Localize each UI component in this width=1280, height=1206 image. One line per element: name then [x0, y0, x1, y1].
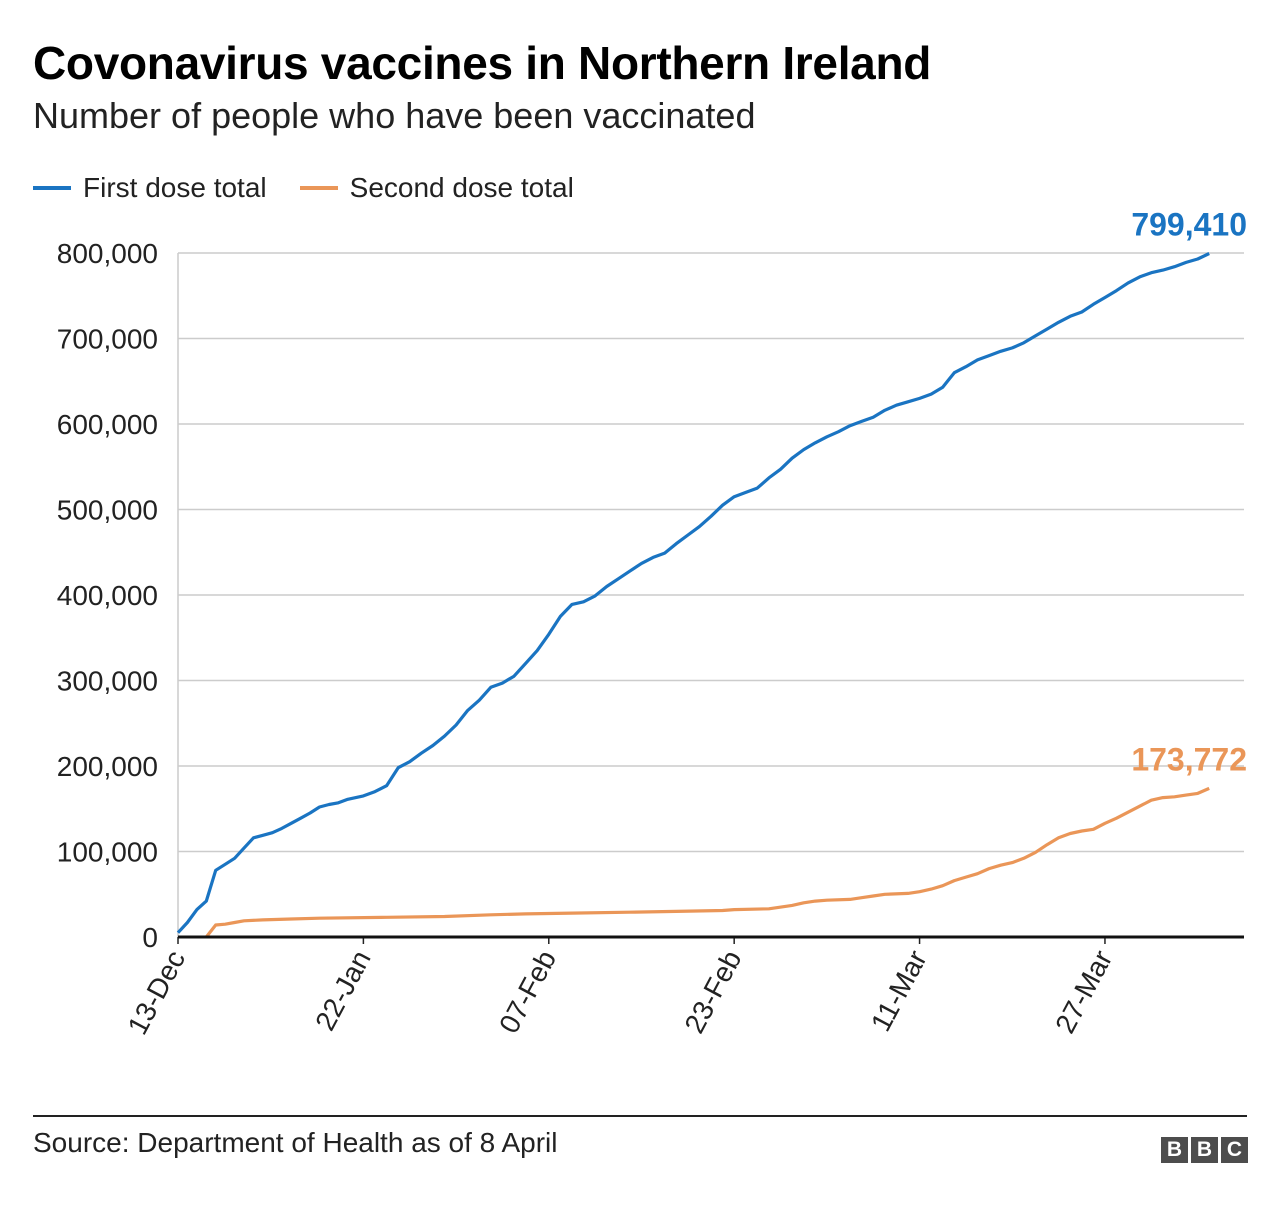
bbc-logo: B B C [1158, 1137, 1248, 1163]
line-chart: 0 100,000 200,000 300,000 400,000 500,000 600,… [57, 207, 1247, 1040]
x-tick-label: 27-Mar [1049, 945, 1118, 1038]
series-line-second-dose [205, 786, 1210, 938]
chart-title: Covonavirus vaccines in Northern Ireland [33, 37, 932, 89]
chart-subtitle: Number of people who have been vaccinate… [33, 95, 756, 136]
x-tick-label: 13-Dec [122, 945, 192, 1039]
legend-item-second-dose: Second dose total [299, 172, 574, 204]
y-tick-label: 700,000 [57, 324, 158, 355]
y-tick-label: 600,000 [57, 409, 158, 440]
y-tick-label: 500,000 [57, 495, 158, 526]
y-tick-label: 400,000 [57, 580, 158, 611]
y-tick-label: 0 [142, 922, 158, 953]
legend-item-first-dose: First dose total [33, 172, 267, 204]
legend-swatch-first-dose [33, 186, 71, 190]
x-tick-label: 23-Feb [678, 945, 747, 1038]
series-line-first-dose [176, 252, 1210, 934]
y-tick-label: 300,000 [57, 666, 158, 697]
data-label-first-dose: 799,410 [1131, 207, 1247, 243]
y-tick-label: 800,000 [57, 238, 158, 269]
bbc-logo-letter: C [1221, 1137, 1248, 1163]
bbc-logo-letter: B [1161, 1137, 1188, 1163]
bbc-logo-letter: B [1191, 1137, 1218, 1163]
x-tick-label: 22-Jan [309, 945, 377, 1035]
legend-label-first-dose: First dose total [83, 172, 267, 203]
y-tick-label: 200,000 [57, 751, 158, 782]
x-tick-label: 07-Feb [493, 945, 562, 1038]
footer-divider [33, 1115, 1247, 1117]
data-label-second-dose: 173,772 [1131, 741, 1247, 777]
legend-swatch-second-dose [299, 186, 338, 190]
legend-label-second-dose: Second dose total [349, 172, 574, 203]
legend: First dose total Second dose total [33, 168, 607, 208]
y-tick-label: 100,000 [57, 837, 158, 868]
source-note: Source: Department of Health as of 8 Apr… [33, 1127, 558, 1158]
x-tick-label: 11-Mar [865, 945, 933, 1036]
